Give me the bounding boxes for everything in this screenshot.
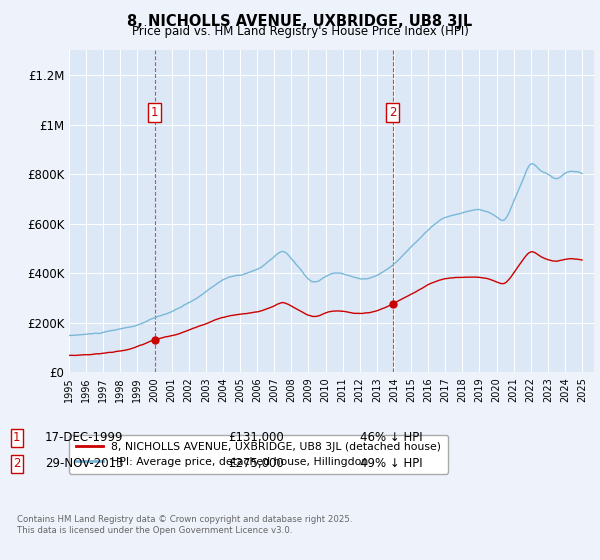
Text: Price paid vs. HM Land Registry's House Price Index (HPI): Price paid vs. HM Land Registry's House …: [131, 25, 469, 38]
Text: 2: 2: [13, 457, 20, 470]
Legend: 8, NICHOLLS AVENUE, UXBRIDGE, UB8 3JL (detached house), HPI: Average price, deta: 8, NICHOLLS AVENUE, UXBRIDGE, UB8 3JL (d…: [69, 435, 448, 474]
Text: 29-NOV-2013: 29-NOV-2013: [45, 457, 124, 470]
Text: £131,000: £131,000: [228, 431, 284, 445]
Text: 2: 2: [389, 106, 397, 119]
Text: 49% ↓ HPI: 49% ↓ HPI: [360, 457, 422, 470]
Text: 1: 1: [13, 431, 20, 445]
Text: 46% ↓ HPI: 46% ↓ HPI: [360, 431, 422, 445]
Text: 1: 1: [151, 106, 158, 119]
Text: 17-DEC-1999: 17-DEC-1999: [45, 431, 124, 445]
Text: Contains HM Land Registry data © Crown copyright and database right 2025.
This d: Contains HM Land Registry data © Crown c…: [17, 515, 352, 535]
Text: £275,000: £275,000: [228, 457, 284, 470]
Text: 8, NICHOLLS AVENUE, UXBRIDGE, UB8 3JL: 8, NICHOLLS AVENUE, UXBRIDGE, UB8 3JL: [127, 14, 473, 29]
